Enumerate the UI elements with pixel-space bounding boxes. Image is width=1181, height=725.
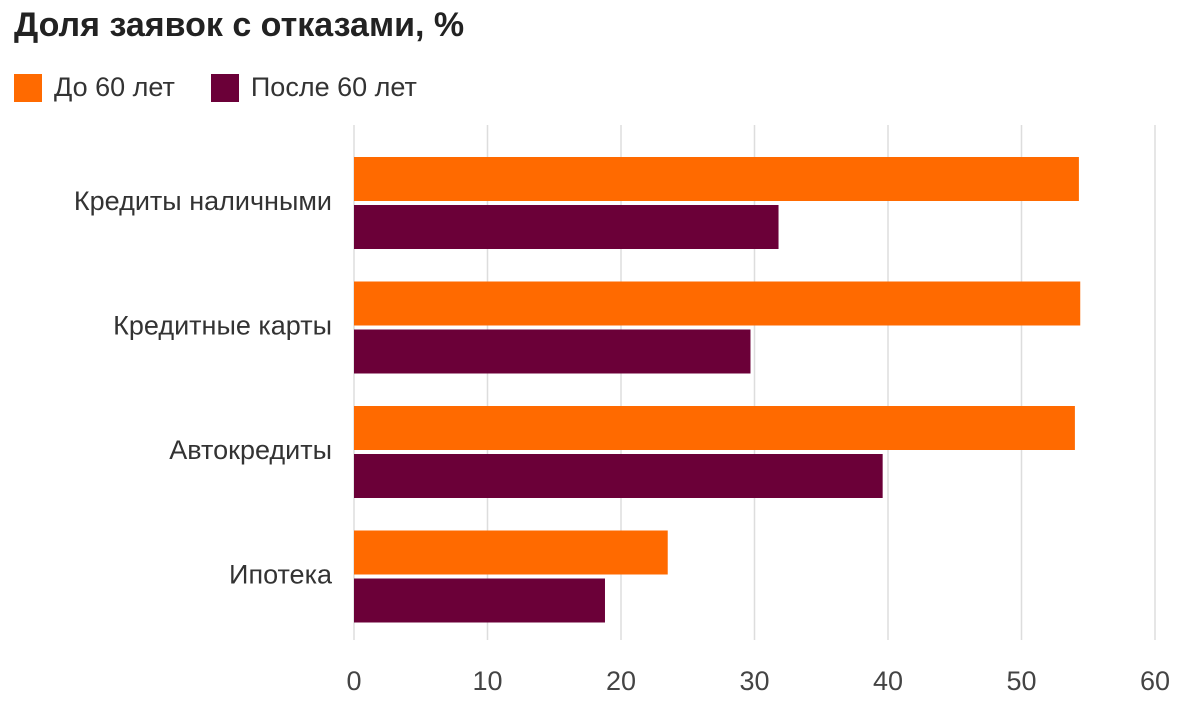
category-label: Кредитные карты [113,311,332,341]
legend-swatch-under-60 [14,73,42,102]
x-tick-label: 30 [739,666,769,696]
bar-under-60 [354,157,1079,201]
legend-label-under-60: До 60 лет [54,72,175,102]
x-tick-label: 20 [606,666,636,696]
legend-item-over-60: После 60 лет [210,72,417,103]
bar-under-60 [354,281,1081,326]
bar-over-60 [354,329,751,374]
bar-over-60 [354,578,605,623]
x-tick-label: 40 [873,666,903,696]
legend-item-under-60: До 60 лет [14,72,175,103]
x-tick-label: 10 [472,666,502,696]
bar-under-60 [354,530,668,575]
chart-title: Доля заявок с отказами, % [14,6,465,44]
legend: До 60 лет После 60 лет [14,72,453,103]
bar-over-60 [354,454,883,498]
x-tick-label: 0 [346,666,361,696]
legend-swatch-over-60 [210,73,239,102]
x-tick-label: 50 [1006,666,1036,696]
category-label: Автокредиты [169,435,332,465]
category-label: Ипотека [229,560,333,590]
bar-over-60 [354,205,779,249]
legend-label-over-60: После 60 лет [250,72,417,102]
bar-under-60 [354,406,1075,450]
category-label: Кредиты наличными [74,186,332,216]
x-tick-label: 60 [1140,666,1170,696]
